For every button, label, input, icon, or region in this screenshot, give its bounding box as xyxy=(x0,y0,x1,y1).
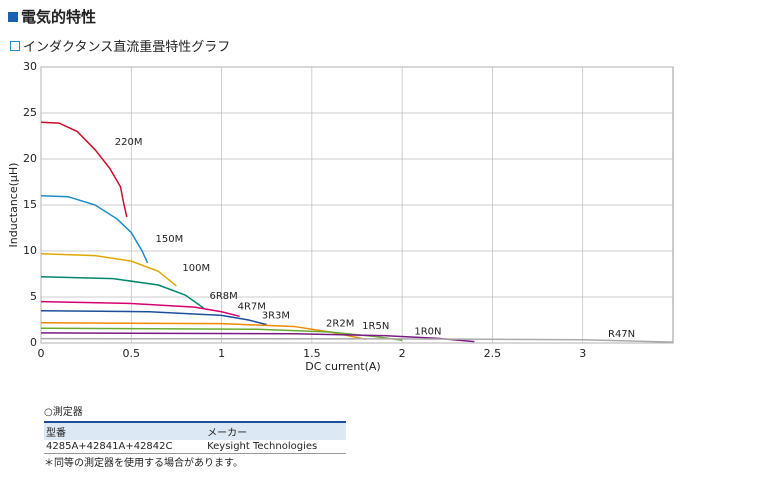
x-tick-label: 1 xyxy=(218,347,225,360)
series-line xyxy=(40,327,403,341)
y-tick-label: 25 xyxy=(23,106,37,119)
series-line xyxy=(40,195,149,264)
x-tick-label: 1.5 xyxy=(303,347,321,360)
y-tick-label: 5 xyxy=(30,290,37,303)
series-line xyxy=(40,310,267,326)
series-label: 2R2M xyxy=(326,318,354,329)
x-axis-label: DC current(A) xyxy=(305,360,380,373)
series-line xyxy=(40,300,240,318)
cell: 4285A+42841A+42842C xyxy=(44,440,206,454)
series-label: 150M xyxy=(156,234,184,245)
title: 電気的特性 xyxy=(8,6,96,27)
title-text: 電気的特性 xyxy=(21,8,97,26)
y-axis-label: Inductance(μH) xyxy=(7,163,20,248)
cell: Keysight Technologies xyxy=(205,440,346,454)
y-tick-label: 15 xyxy=(23,198,37,211)
x-tick-label: 0 xyxy=(38,347,45,360)
subtitle: インダクタンス直流重畳特性グラフ xyxy=(10,36,230,55)
chart: DC current(A) Inductance(μH) 05101520253… xyxy=(7,60,674,373)
y-tick-label: 20 xyxy=(23,152,37,165)
table: 型番 メーカー 4285A+42841A+42842C Keysight Techn… xyxy=(44,421,346,454)
series-line xyxy=(40,337,674,343)
y-tick-label: 0 xyxy=(30,336,37,349)
x-tick-label: 0.5 xyxy=(123,347,141,360)
x-tick-label: 3 xyxy=(579,347,586,360)
series-label: 3R3M xyxy=(262,311,290,322)
y-tick-label: 10 xyxy=(23,244,37,257)
x-tick-label: 2 xyxy=(399,347,406,360)
x-tick-label: 2.5 xyxy=(484,347,502,360)
series-label: 1R5N xyxy=(362,321,389,332)
series-label: 100M xyxy=(182,263,210,274)
column-header: 型番 xyxy=(44,421,206,440)
series-line xyxy=(40,253,177,287)
series-label: 4R7M xyxy=(238,301,266,312)
series-line xyxy=(40,332,475,343)
series-line xyxy=(40,276,204,309)
table-caption: ○測定器 xyxy=(44,407,83,418)
series-label: 6R8M xyxy=(210,291,238,302)
series-label: 220M xyxy=(115,137,143,148)
series-line xyxy=(40,121,128,218)
column-header: メーカー xyxy=(205,421,346,440)
subtitle-text: インダクタンス直流重畳特性グラフ xyxy=(23,40,231,55)
note: ＊同等の測定器を使用する場合があります。 xyxy=(44,458,243,469)
caption-text: 測定器 xyxy=(52,407,83,418)
y-tick-label: 30 xyxy=(23,60,37,73)
series-label: 1R0N xyxy=(414,327,441,338)
series-label: R47N xyxy=(608,329,635,340)
measurement-table: ○測定器 型番 メーカー 4285A+42841A+42842C Keysight … xyxy=(44,403,346,469)
